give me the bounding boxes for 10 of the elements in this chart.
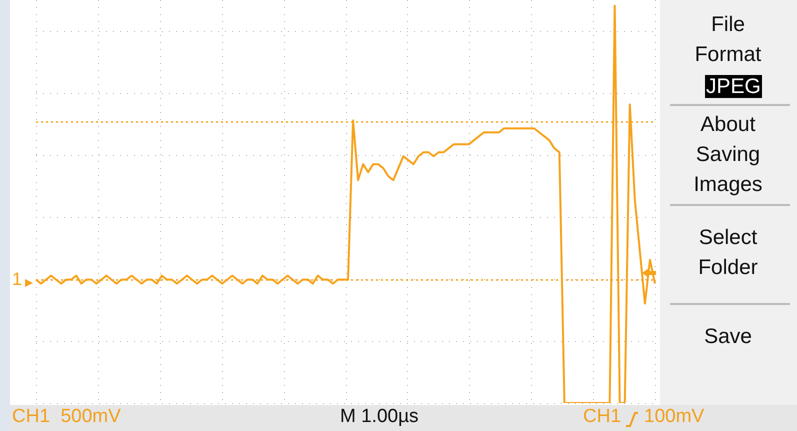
text: CH1 500mV (12, 406, 121, 428)
text: File Format (694, 12, 762, 68)
text: About Saving Images (692, 112, 764, 198)
text: M 1.00µs (340, 406, 419, 428)
text: Select Folder (697, 225, 759, 281)
text: 1 (12, 268, 22, 290)
text: CH1 (583, 406, 622, 428)
text: Save (703, 324, 753, 350)
text: JPEG (705, 75, 762, 98)
text: 100mV (644, 406, 704, 428)
